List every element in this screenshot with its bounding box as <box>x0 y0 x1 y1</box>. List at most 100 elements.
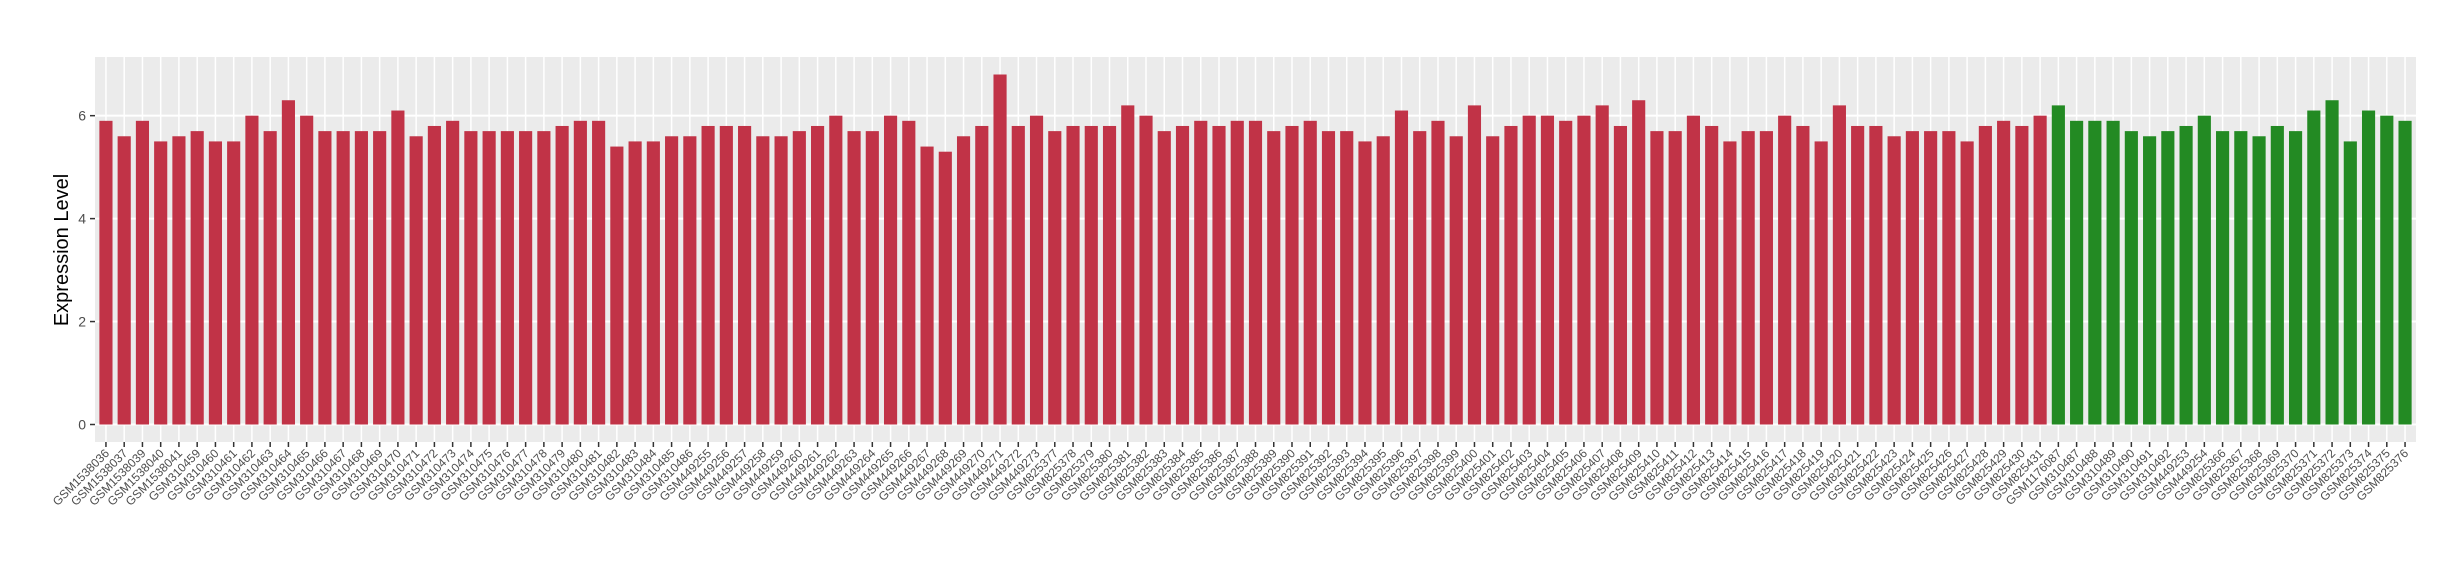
bar <box>2070 120 2084 425</box>
bar <box>2161 131 2175 425</box>
bar <box>2015 125 2029 425</box>
bar <box>263 131 277 425</box>
bar <box>373 131 387 425</box>
bar <box>135 120 150 425</box>
y-tick-label: 0 <box>78 417 86 433</box>
bar <box>1011 125 1025 425</box>
bar <box>1540 115 1555 425</box>
bar <box>902 120 916 425</box>
bar <box>482 131 496 425</box>
bar <box>2216 131 2230 425</box>
bar <box>1759 131 1773 425</box>
bar <box>227 141 241 425</box>
bar <box>172 136 186 425</box>
bar <box>519 131 533 425</box>
bar <box>1814 141 1828 425</box>
bar <box>1121 105 1135 425</box>
bar <box>154 141 168 425</box>
bar <box>683 136 697 425</box>
bar <box>1705 125 1719 425</box>
bar <box>537 131 551 425</box>
bar <box>1522 115 1536 425</box>
bar <box>190 131 204 425</box>
bar <box>1504 125 1518 425</box>
bar <box>1741 131 1755 425</box>
bar <box>1303 120 1317 425</box>
bar <box>354 131 368 425</box>
bar <box>464 131 478 425</box>
bar <box>446 120 460 425</box>
bar <box>1230 120 1244 425</box>
bar <box>1650 131 1664 425</box>
bar <box>2380 115 2394 425</box>
bar <box>738 125 752 425</box>
bar <box>1467 105 1482 425</box>
bar <box>336 131 350 425</box>
bar <box>1978 125 1992 425</box>
bar <box>865 131 879 425</box>
bar <box>245 115 259 425</box>
bar <box>847 131 861 425</box>
bar <box>975 125 989 425</box>
bar <box>2143 136 2157 425</box>
bar <box>1321 131 1336 425</box>
bar <box>1431 120 1445 425</box>
bar <box>1029 115 1044 425</box>
bar <box>646 141 660 425</box>
bar <box>2051 105 2065 425</box>
bar <box>1960 141 1974 425</box>
bar <box>1905 131 1919 425</box>
bar <box>719 125 733 425</box>
bar <box>2398 120 2412 425</box>
bar <box>500 131 514 425</box>
bar <box>208 141 222 425</box>
bar <box>1212 125 1226 425</box>
bar <box>1084 125 1098 425</box>
bar <box>1102 125 1117 425</box>
bar <box>1285 125 1299 425</box>
bar <box>281 100 295 425</box>
bar <box>2033 115 2047 425</box>
bar <box>792 131 806 425</box>
bar <box>665 136 679 425</box>
bar <box>1559 120 1573 425</box>
bar <box>993 74 1007 425</box>
bar <box>829 115 843 425</box>
bar <box>592 120 606 425</box>
bar <box>1376 136 1390 425</box>
bar <box>1157 131 1171 425</box>
bar <box>1340 131 1354 425</box>
bar <box>1267 131 1281 425</box>
bar <box>956 136 971 425</box>
bar <box>1449 136 1463 425</box>
bar <box>117 136 131 425</box>
bar <box>1358 141 1372 425</box>
bar <box>427 125 441 425</box>
bar <box>2234 131 2248 425</box>
bar <box>1924 131 1938 425</box>
bar <box>2252 136 2266 425</box>
bar <box>409 136 423 425</box>
bar <box>1595 105 1609 425</box>
bar <box>1668 131 1682 425</box>
y-axis-title: Expression Level <box>51 174 73 326</box>
bar <box>628 141 642 425</box>
bar <box>391 110 405 425</box>
bar <box>2343 141 2357 425</box>
bar <box>2197 115 2211 425</box>
bar <box>701 125 715 425</box>
bar <box>1139 115 1153 425</box>
bar <box>1613 125 1628 425</box>
bar <box>2179 125 2193 425</box>
bar <box>756 136 770 425</box>
bar <box>1486 136 1500 425</box>
y-tick-label: 6 <box>78 108 86 124</box>
bar <box>1632 100 1646 425</box>
bar <box>1686 115 1700 425</box>
bar <box>300 115 314 425</box>
bar <box>1175 125 1190 425</box>
bar <box>2124 131 2138 425</box>
bar <box>1394 110 1409 425</box>
bar <box>1869 125 1883 425</box>
